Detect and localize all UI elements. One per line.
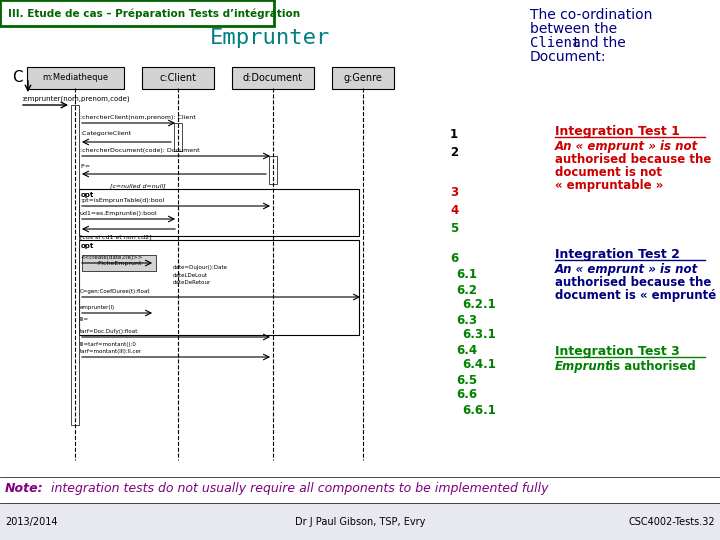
Text: [cos si cd1 et non cd2]: [cos si cd1 et non cd2] xyxy=(80,234,152,239)
FancyBboxPatch shape xyxy=(27,67,124,89)
Text: 6.2: 6.2 xyxy=(456,284,477,296)
FancyBboxPatch shape xyxy=(269,156,277,184)
Text: « empruntable »: « empruntable » xyxy=(555,179,663,192)
Text: Integration Test 3: Integration Test 3 xyxy=(555,345,680,358)
Text: Dr J Paul Gibson, TSP, Evry: Dr J Paul Gibson, TSP, Evry xyxy=(294,517,426,527)
Text: 2013/2014: 2013/2014 xyxy=(5,517,58,527)
FancyBboxPatch shape xyxy=(79,240,359,335)
Text: :FicheEmprunt: :FicheEmprunt xyxy=(96,260,142,266)
Text: Emprunt: Emprunt xyxy=(555,360,612,373)
Text: An « emprunt » is not: An « emprunt » is not xyxy=(555,140,698,153)
FancyBboxPatch shape xyxy=(71,105,79,425)
Text: authorised because the: authorised because the xyxy=(555,153,711,166)
FancyBboxPatch shape xyxy=(142,67,214,89)
Text: and the: and the xyxy=(568,36,626,50)
Text: is authorised: is authorised xyxy=(605,360,696,373)
Text: tarf=montant(lll):ll.cer: tarf=montant(lll):ll.cer xyxy=(80,349,142,354)
Text: g:Genre: g:Genre xyxy=(343,73,382,83)
Text: <<create(date,cle)>>: <<create(date,cle)>> xyxy=(80,255,143,260)
Text: Integration Test 2: Integration Test 2 xyxy=(555,248,680,261)
Text: ud1=es.Emprunte():bool: ud1=es.Emprunte():bool xyxy=(80,211,158,216)
Text: 6.1: 6.1 xyxy=(456,268,477,281)
Text: Integration Test 1: Integration Test 1 xyxy=(555,125,680,138)
Text: integration tests do not usually require all components to be implemented fully: integration tests do not usually require… xyxy=(47,482,549,495)
Text: document is not: document is not xyxy=(555,166,662,179)
Text: 5: 5 xyxy=(450,222,458,235)
Text: Emprunter: Emprunter xyxy=(210,28,330,48)
Text: 6.4: 6.4 xyxy=(456,343,477,356)
Text: 6.5: 6.5 xyxy=(456,374,477,387)
Text: between the: between the xyxy=(530,22,617,36)
Text: [c=nulled d=null]: [c=nulled d=null] xyxy=(110,183,166,188)
Text: date=DuJour():Date: date=DuJour():Date xyxy=(173,265,228,270)
Text: opt: opt xyxy=(81,243,94,249)
Text: CSC4002-Tests.32: CSC4002-Tests.32 xyxy=(629,517,715,527)
Text: Client: Client xyxy=(530,36,580,50)
Text: m:Mediatheque: m:Mediatheque xyxy=(42,73,109,83)
Text: d:Document: d:Document xyxy=(243,73,303,83)
Text: tarf=Doc.Dufy():float: tarf=Doc.Dufy():float xyxy=(80,329,138,334)
Text: Document:: Document: xyxy=(530,50,606,64)
Text: :chercherDocument(code): Document: :chercherDocument(code): Document xyxy=(80,148,199,153)
Text: 6.3.1: 6.3.1 xyxy=(462,328,496,341)
Text: dateDeRetour: dateDeRetour xyxy=(173,280,211,285)
Text: III. Etude de cas – Préparation Tests d’intégration: III. Etude de cas – Préparation Tests d’… xyxy=(8,9,300,19)
FancyBboxPatch shape xyxy=(174,123,182,151)
Text: :emprunter(nom,prenom,code): :emprunter(nom,prenom,code) xyxy=(21,96,130,102)
Text: An « emprunt » is not: An « emprunt » is not xyxy=(555,263,698,276)
Text: emprunter(l): emprunter(l) xyxy=(80,305,115,310)
Text: C: C xyxy=(12,71,22,85)
FancyBboxPatch shape xyxy=(82,255,156,271)
Text: lll=: lll= xyxy=(80,317,89,322)
Text: 2: 2 xyxy=(450,146,458,159)
Text: c:Client: c:Client xyxy=(160,73,197,83)
Text: authorised because the: authorised because the xyxy=(555,276,711,289)
Text: 6: 6 xyxy=(450,252,458,265)
Text: The co-ordination: The co-ordination xyxy=(530,8,652,22)
Text: 3: 3 xyxy=(450,186,458,199)
FancyBboxPatch shape xyxy=(332,67,394,89)
FancyBboxPatch shape xyxy=(79,189,359,236)
Text: 1: 1 xyxy=(450,129,458,141)
Text: Note:: Note: xyxy=(5,482,44,495)
Text: document is « emprunté »: document is « emprunté » xyxy=(555,289,720,302)
Text: 6.2.1: 6.2.1 xyxy=(462,299,496,312)
FancyBboxPatch shape xyxy=(232,67,314,89)
Text: lll=tarf=montant():0: lll=tarf=montant():0 xyxy=(80,342,137,347)
Text: opt: opt xyxy=(81,192,94,198)
Text: :chercherClient(nom,prenom): Client: :chercherClient(nom,prenom): Client xyxy=(80,115,196,120)
Text: 6.6.1: 6.6.1 xyxy=(462,403,496,416)
Text: l*=: l*= xyxy=(80,164,90,169)
Text: C=gen:CoefDuree(t):float: C=gen:CoefDuree(t):float xyxy=(80,289,150,294)
Text: :CategorieClient: :CategorieClient xyxy=(80,131,131,136)
FancyBboxPatch shape xyxy=(0,503,720,540)
Text: 4: 4 xyxy=(450,205,458,218)
Text: 6.6: 6.6 xyxy=(456,388,477,402)
Text: :pt=isEmprunTable(d):bool: :pt=isEmprunTable(d):bool xyxy=(80,198,164,203)
FancyBboxPatch shape xyxy=(0,0,274,26)
Text: 6.4.1: 6.4.1 xyxy=(462,359,496,372)
Text: dateLDeLout: dateLDeLout xyxy=(173,273,208,278)
Text: 6.3: 6.3 xyxy=(456,314,477,327)
